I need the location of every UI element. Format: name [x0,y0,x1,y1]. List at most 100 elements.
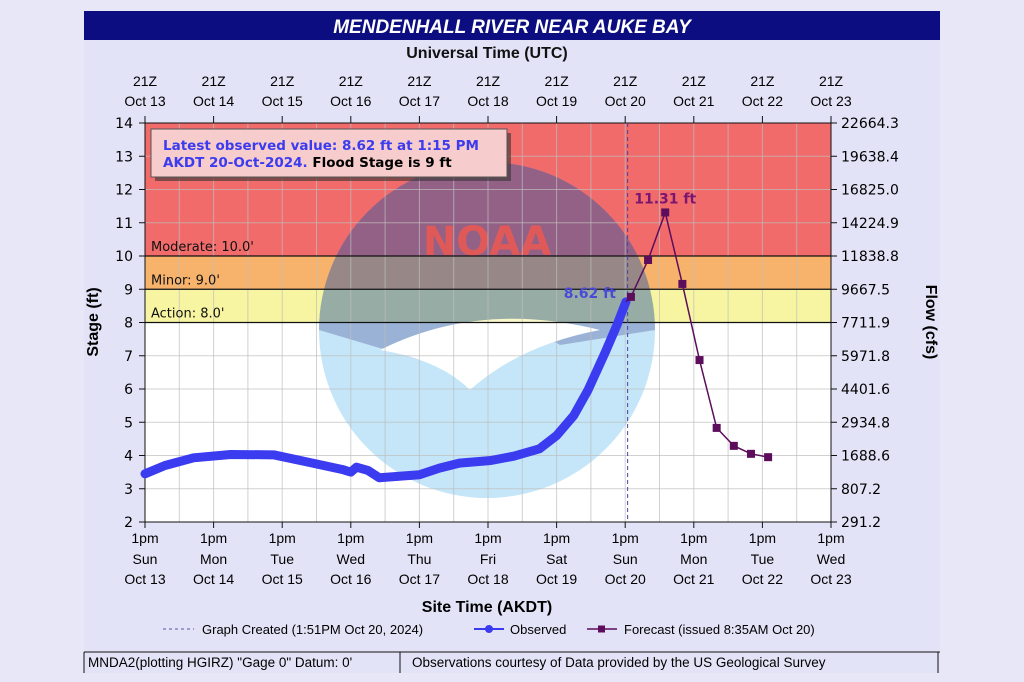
legend-graph-created: Graph Created (1:51PM Oct 20, 2024) [202,622,423,637]
forecast-peak-label: 11.31 ft [634,191,696,207]
legend-forecast: Forecast (issued 8:35AM Oct 20) [624,622,815,637]
title-bar [84,11,940,40]
bottom-tick-label: Wed [817,551,846,567]
bottom-tick-label: 1pm [131,530,158,546]
bottom-tick-label: Oct 18 [467,571,508,587]
bottom-tick-label: 1pm [749,530,776,546]
top-tick-label: Oct 20 [605,93,646,109]
forecast-point [764,453,773,462]
annotation-flood-stage: Flood Stage is 9 ft [312,155,452,171]
top-tick-label: Oct 21 [673,93,714,109]
bottom-tick-label: Oct 21 [673,571,714,587]
bottom-tick-label: Wed [337,551,366,567]
top-tick-label: 21Z [407,73,432,89]
top-tick-label: Oct 18 [467,93,508,109]
bottom-tick-label: Sat [546,551,567,567]
y-tick-label: 3 [124,482,133,498]
y2-tick-label: 11838.8 [841,249,899,265]
bottom-tick-label: Oct 13 [124,571,165,587]
bottom-tick-label: 1pm [474,530,501,546]
top-tick-label: Oct 23 [810,93,851,109]
forecast-point [644,255,653,264]
y-tick-label: 12 [115,183,133,199]
top-tick-label: Oct 13 [124,93,165,109]
bottom-tick-label: 1pm [543,530,570,546]
annotation-date: AKDT 20-Oct-2024. [163,155,312,171]
bottom-tick-label: Oct 22 [742,571,783,587]
bottom-tick-label: 1pm [200,530,227,546]
y2-tick-label: 4401.6 [841,382,890,398]
top-tick-label: 21Z [750,73,775,89]
bottom-tick-label: Oct 14 [193,571,234,587]
y-axis-label: Stage (ft) [85,287,102,356]
top-tick-label: 21Z [682,73,707,89]
bottom-tick-label: Oct 17 [399,571,440,587]
footer-datum: MNDA2(plotting HGIRZ) "Gage 0" Datum: 0' [88,655,352,670]
bottom-tick-label: Oct 16 [330,571,371,587]
legend-observed: Observed [510,622,566,637]
top-tick-label: 21Z [545,73,570,89]
forecast-point [746,449,755,458]
bottom-tick-label: Sun [133,551,158,567]
forecast-point [678,279,687,288]
bottom-tick-label: 1pm [680,530,707,546]
top-tick-label: Oct 16 [330,93,371,109]
top-tick-label: 21Z [476,73,501,89]
bottom-tick-label: Oct 15 [262,571,303,587]
y-tick-label: 2 [124,515,133,531]
annotation-line2: AKDT 20-Oct-2024. Flood Stage is 9 ft [163,155,452,171]
y2-tick-label: 5971.8 [841,349,890,365]
flood-label: Action: 8.0' [151,307,224,322]
annotation-line1: Latest observed value: 8.62 ft at 1:15 P… [163,138,479,154]
observed-peak-label: 8.62 ft [564,286,617,302]
y2-tick-label: 9667.5 [841,282,890,298]
top-tick-label: Oct 14 [193,93,234,109]
top-tick-label: Oct 17 [399,93,440,109]
observed-line [140,297,631,483]
y-tick-label: 7 [124,349,133,365]
top-tick-label: 21Z [270,73,295,89]
top-tick-label: 21Z [613,73,638,89]
forecast-point [661,208,670,217]
y-tick-label: 13 [115,149,133,165]
top-tick-label: 21Z [819,73,844,89]
legend-observed-marker [485,625,493,633]
plot-area: NOAA Moderate: 10.0' Minor: 9.0' Action: 8.… [115,73,899,587]
legend: Graph Created (1:51PM Oct 20, 2024) Obse… [163,622,815,637]
top-axis-label: Universal Time (UTC) [406,45,568,62]
bottom-tick-label: Oct 20 [605,571,646,587]
y2-tick-label: 14224.9 [841,216,899,232]
y2-axis-label: Flow (cfs) [922,285,939,360]
bottom-tick-label: Tue [751,551,775,567]
bottom-tick-label: Oct 19 [536,571,577,587]
bottom-tick-label: 1pm [269,530,296,546]
watermark-logo-text: NOAA [423,219,551,265]
bottom-tick-label: Thu [407,551,431,567]
y-tick-label: 9 [124,282,133,298]
y2-tick-label: 1688.6 [841,449,890,465]
bottom-tick-label: 1pm [406,530,433,546]
watermark-gull [380,318,600,390]
top-tick-label: Oct 22 [742,93,783,109]
top-tick-label: 21Z [133,73,158,89]
forecast-point [729,441,738,450]
bottom-tick-label: Mon [680,551,707,567]
flood-label: Minor: 9.0' [151,273,220,288]
forecast-point [712,423,721,432]
top-tick-label: Oct 15 [262,93,303,109]
footer-credits: Observations courtesy of Data provided b… [412,655,826,670]
bottom-tick-label: 1pm [612,530,639,546]
y2-tick-label: 16825.0 [841,183,899,199]
watermark-top [319,162,655,360]
y-tick-label: 14 [115,116,133,132]
top-tick-label: 21Z [339,73,364,89]
annotation-box [150,128,508,178]
bottom-tick-label: Tue [270,551,294,567]
legend-forecast-marker [598,625,605,633]
y2-tick-label: 291.2 [841,515,881,531]
y-tick-label: 8 [124,316,133,332]
forecast-point [626,292,635,301]
x-axis-label: Site Time (AKDT) [422,599,552,616]
top-tick-label: Oct 19 [536,93,577,109]
y-tick-label: 10 [115,249,133,265]
